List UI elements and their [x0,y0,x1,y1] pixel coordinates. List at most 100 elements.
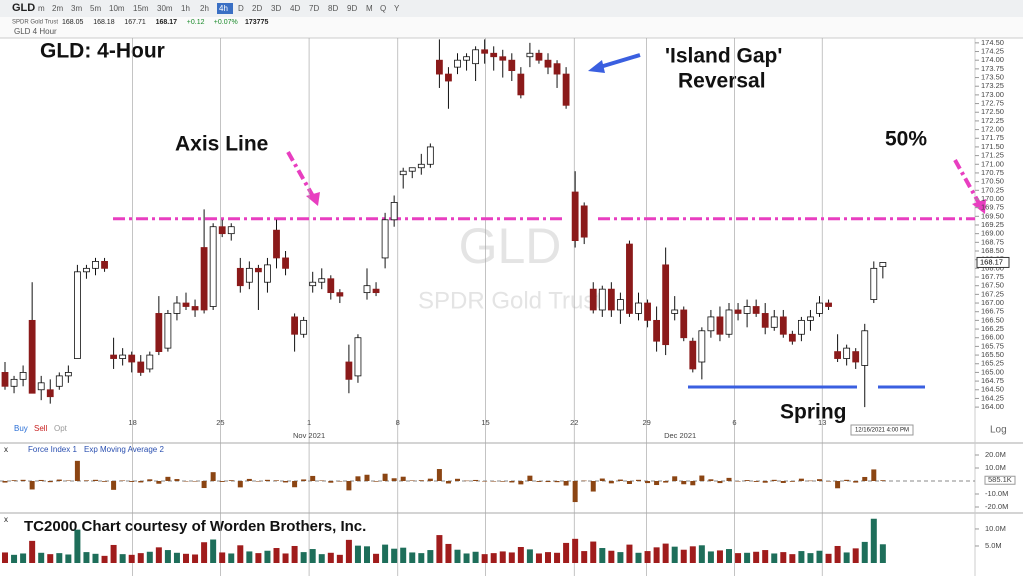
volume-bar [599,548,606,563]
candle-body [28,319,36,394]
month-label: Nov 2021 [293,431,325,440]
timeframe[interactable]: 3D [271,4,281,13]
timeframe[interactable]: 7D [309,4,319,13]
candle-body [463,56,470,61]
volume-bar [861,541,868,563]
volume-bar [816,550,823,563]
quote-value: 168.05 [62,19,84,26]
x-tick-label: 1 [307,418,311,427]
timeframe[interactable]: 2m [52,4,63,13]
timeframe[interactable]: 3m [71,4,82,13]
close-x[interactable]: x [4,445,8,454]
timeframe[interactable]: 8D [328,4,338,13]
log-toggle[interactable]: Log [990,425,1007,436]
indicator-name[interactable]: Force Index 1 [28,445,77,454]
symbol[interactable]: GLD [12,2,35,14]
timeframe[interactable]: 4D [290,4,300,13]
timeframe[interactable]: 10m [109,4,125,13]
force-bar [11,480,17,481]
quote-value: +0.12 [187,19,205,26]
candle-body [426,146,434,165]
candle-body [273,229,280,259]
y-tick-label: 167.25 [981,289,1004,298]
candle-body [399,170,407,176]
candle-body [870,267,878,300]
volume-bar [228,553,235,563]
overlay-name[interactable]: Exp Moving Average 2 [84,445,164,454]
timeframe[interactable]: 2h [200,4,209,13]
timeframe[interactable]: 2D [252,4,262,13]
y-tick-label: 165.50 [981,350,1004,359]
candle-body [345,361,353,380]
volume-bar [155,547,162,563]
candle-body [743,306,751,314]
y-tick-label: 171.25 [981,151,1004,160]
candle-body [291,316,299,335]
annotation: 50% [885,128,927,151]
buy-button[interactable]: Buy [14,424,28,433]
timeframe[interactable]: 30m [157,4,173,13]
volume-bar [164,550,171,563]
force-bar [192,481,198,482]
volume-bar [879,544,886,563]
force-bar [599,478,605,481]
force-bar [418,480,424,481]
force-bar [93,479,98,481]
volume-bar [617,552,624,563]
force-bar [83,480,89,481]
close-x[interactable]: x [4,515,8,524]
candle-body [336,292,344,297]
volume-bar [744,552,751,563]
candle-body [101,261,108,269]
volume-bar [83,552,90,563]
volume-bar [735,553,742,563]
timeframe[interactable]: M [366,4,373,13]
volume-bar [101,555,108,563]
force-bar [246,478,252,481]
candle-body [598,288,606,311]
candle-body [155,313,163,352]
timeframe[interactable]: Q [380,4,386,13]
volume-bar [291,545,298,563]
quote-value: +0.07% [214,19,238,26]
candle-body [698,330,706,363]
candle-body [245,267,253,283]
chart-title: GLD: 4-Hour [40,40,165,63]
y-tick-label: 10.0M [985,463,1006,472]
candle-body [390,202,398,221]
volume-bar [771,553,778,563]
timeframe[interactable]: 1h [181,4,190,13]
price-badge-bg [976,256,1010,268]
force-bar [292,481,298,488]
force-bar [346,481,352,491]
y-tick-label: 170.50 [981,177,1004,186]
candle-body [626,243,633,314]
candle-body [671,309,679,314]
force-bar [138,481,144,483]
sell-button[interactable]: Sell [34,424,48,433]
timeframe[interactable]: Y [394,4,400,13]
force-bar [337,481,343,482]
volume-bar [300,552,307,563]
force-bar [681,481,687,485]
y-tick-label: 169.50 [981,211,1004,220]
timeframe[interactable]: 5m [90,4,101,13]
force-bar [663,481,669,483]
force-bar [120,480,126,481]
opt-button[interactable]: Opt [54,424,68,433]
force-bar [771,479,777,481]
force-bar [274,480,279,481]
volume-bar [264,550,271,563]
force-bar [717,481,723,484]
timeframe[interactable]: 4h [219,4,228,13]
timeframe[interactable]: m [38,4,45,13]
timeframe[interactable]: 15m [133,4,149,13]
candle-body [454,59,461,68]
timeframe[interactable]: 9D [347,4,357,13]
volume-bar [572,538,579,563]
timeframe[interactable]: D [238,4,244,13]
arrow-head [972,199,986,214]
candle-body [146,354,154,370]
